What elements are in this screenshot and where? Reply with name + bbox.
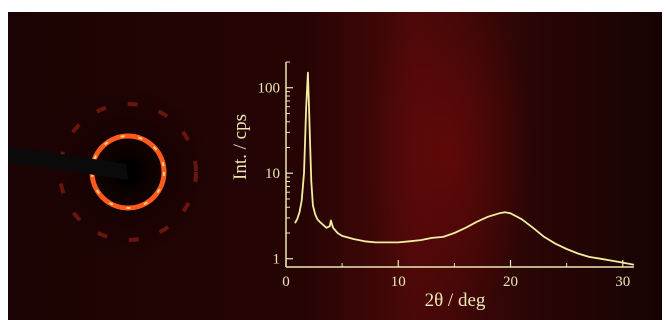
dark-background-panel: 0 10 20 30 1 10 100 2θ / deg Int. / cps <box>8 12 662 320</box>
x-tick-label: 30 <box>615 274 630 290</box>
x-tick-label: 10 <box>391 274 406 290</box>
ring-hotspots <box>91 135 165 209</box>
xrd-plot: 0 10 20 30 1 10 100 2θ / deg Int. / cps <box>8 61 635 311</box>
data-curve-group <box>294 71 635 266</box>
plot-axes <box>285 62 634 268</box>
y-tick-label: 1 <box>273 252 281 268</box>
x-axis-label: 2θ / deg <box>425 290 486 311</box>
outer-faint-ring <box>58 102 198 242</box>
x-tick-label: 20 <box>503 274 518 290</box>
tick-labels: 0 10 20 30 1 10 100 <box>258 81 631 290</box>
axis-ticks <box>285 61 624 267</box>
y-tick-label: 100 <box>258 81 281 97</box>
beam-stop <box>8 146 128 180</box>
x-tick-label: 0 <box>282 274 290 290</box>
y-tick-label: 10 <box>265 166 280 182</box>
y-axis-label: Int. / cps <box>230 114 251 180</box>
diffraction-pattern-image <box>8 82 218 262</box>
xrd-intensity-curve <box>294 71 635 266</box>
